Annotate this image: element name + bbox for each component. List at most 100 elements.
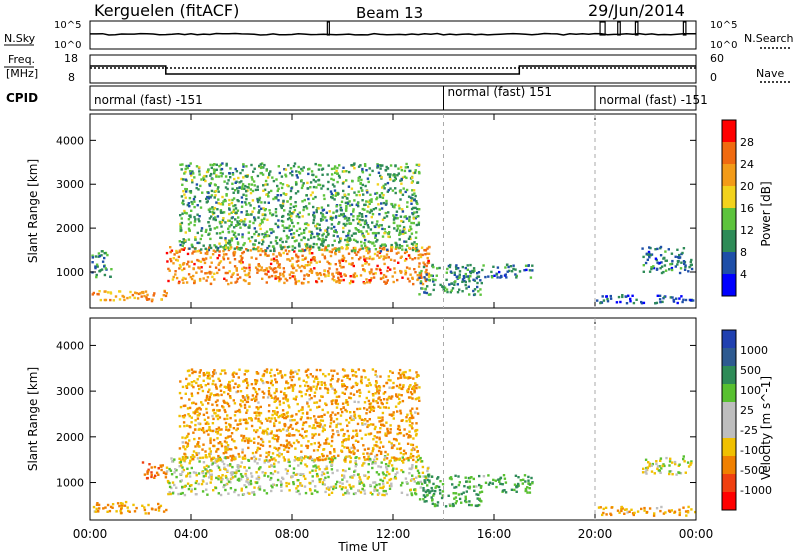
velocity-cell (330, 369, 333, 372)
power-cell (347, 185, 351, 188)
power-cell (234, 281, 237, 284)
power-cell (194, 247, 197, 250)
velocity-cell (494, 479, 497, 482)
power-cell (216, 271, 219, 275)
velocity-cell (283, 424, 287, 428)
velocity-cell (271, 486, 274, 489)
velocity-cell (348, 483, 351, 487)
power-cell (292, 205, 295, 208)
velocity-cell (419, 486, 422, 489)
power-cell (212, 249, 215, 252)
velocity-cell (291, 419, 294, 422)
power-cell (234, 181, 237, 184)
velocity-cell (223, 466, 226, 469)
power-cell (647, 253, 650, 256)
power-cell (191, 170, 194, 173)
velocity-cell (325, 403, 328, 407)
velocity-cell (255, 398, 258, 401)
velocity-cell (221, 474, 224, 477)
velocity-cell (334, 390, 338, 393)
velocity-cell (359, 478, 362, 481)
velocity-cell (225, 446, 228, 449)
power-cell (417, 253, 420, 257)
velocity-cell (257, 406, 260, 409)
power-cell (380, 224, 383, 227)
power-cell (261, 213, 264, 216)
velocity-cell (147, 470, 150, 473)
power-cell (210, 215, 213, 218)
velocity-cell (385, 474, 388, 477)
velocity-cell (668, 510, 672, 513)
power-cell (190, 209, 193, 212)
velocity-cell (218, 428, 221, 432)
velocity-cell (193, 437, 196, 441)
velocity-cell (335, 423, 338, 427)
freq-unit-label: [MHz] (6, 67, 38, 80)
power-cell (227, 246, 230, 249)
power-cell (217, 202, 220, 205)
power-cell (415, 231, 418, 234)
power-cell (676, 263, 679, 266)
velocity-cell (678, 508, 681, 511)
power-cell (257, 211, 261, 214)
velocity-cell (192, 458, 195, 461)
power-cell (283, 168, 286, 171)
power-cell (241, 252, 244, 255)
power-cell (269, 212, 272, 215)
velocity-cell (618, 511, 621, 514)
velocity-cell (300, 408, 303, 412)
velocity-cell (281, 415, 284, 419)
power-cell (615, 301, 619, 304)
velocity-cell (183, 414, 187, 417)
velocity-cell (528, 487, 531, 490)
velocity-cell (382, 485, 385, 488)
power-cell (339, 264, 342, 267)
velocity-cell (292, 397, 296, 400)
power-cell (389, 249, 393, 253)
velocity-cell (277, 415, 280, 419)
velocity-cell (215, 387, 218, 390)
power-cell (340, 246, 343, 249)
velocity-cell (341, 402, 345, 405)
velocity-cell (190, 488, 194, 491)
velocity-cell (330, 468, 334, 471)
power-cell (365, 247, 369, 251)
power-cell (352, 238, 356, 241)
velocity-cell (238, 410, 242, 414)
velocity-cell (389, 477, 393, 481)
power-cell (188, 170, 192, 173)
velocity-cell (398, 442, 401, 445)
power-cell (317, 207, 320, 210)
velocity-cell (234, 475, 237, 478)
velocity-cell (219, 433, 222, 436)
power-cell (432, 280, 435, 283)
velocity-cell (414, 411, 417, 414)
velocity-cell (347, 492, 351, 495)
power-cell (339, 237, 343, 240)
power-cell (518, 270, 522, 273)
power-cell (396, 227, 400, 230)
power-cell (245, 190, 248, 193)
velocity-cell (478, 483, 481, 487)
velocity-cell (379, 486, 382, 490)
velocity-cell (628, 510, 631, 513)
power-cell (209, 256, 212, 259)
nsearch-spike (599, 21, 606, 36)
velocity-cell (314, 464, 317, 467)
velocity-cell (159, 504, 163, 508)
velocity-cell (275, 381, 278, 384)
velocity-cell (263, 474, 266, 477)
power-cell (208, 183, 211, 186)
velocity-cell (399, 373, 402, 377)
velocity-cell (273, 397, 276, 400)
velocity-cell (348, 450, 351, 454)
velocity-cell (458, 481, 461, 484)
velocity-cell (205, 394, 209, 398)
power-cell (424, 277, 427, 280)
velocity-cell (228, 395, 232, 398)
power-cell (379, 250, 383, 253)
velocity-cell (225, 441, 228, 444)
velocity-cell (329, 422, 333, 425)
velocity-cell (357, 400, 360, 404)
power-cell (418, 271, 421, 275)
